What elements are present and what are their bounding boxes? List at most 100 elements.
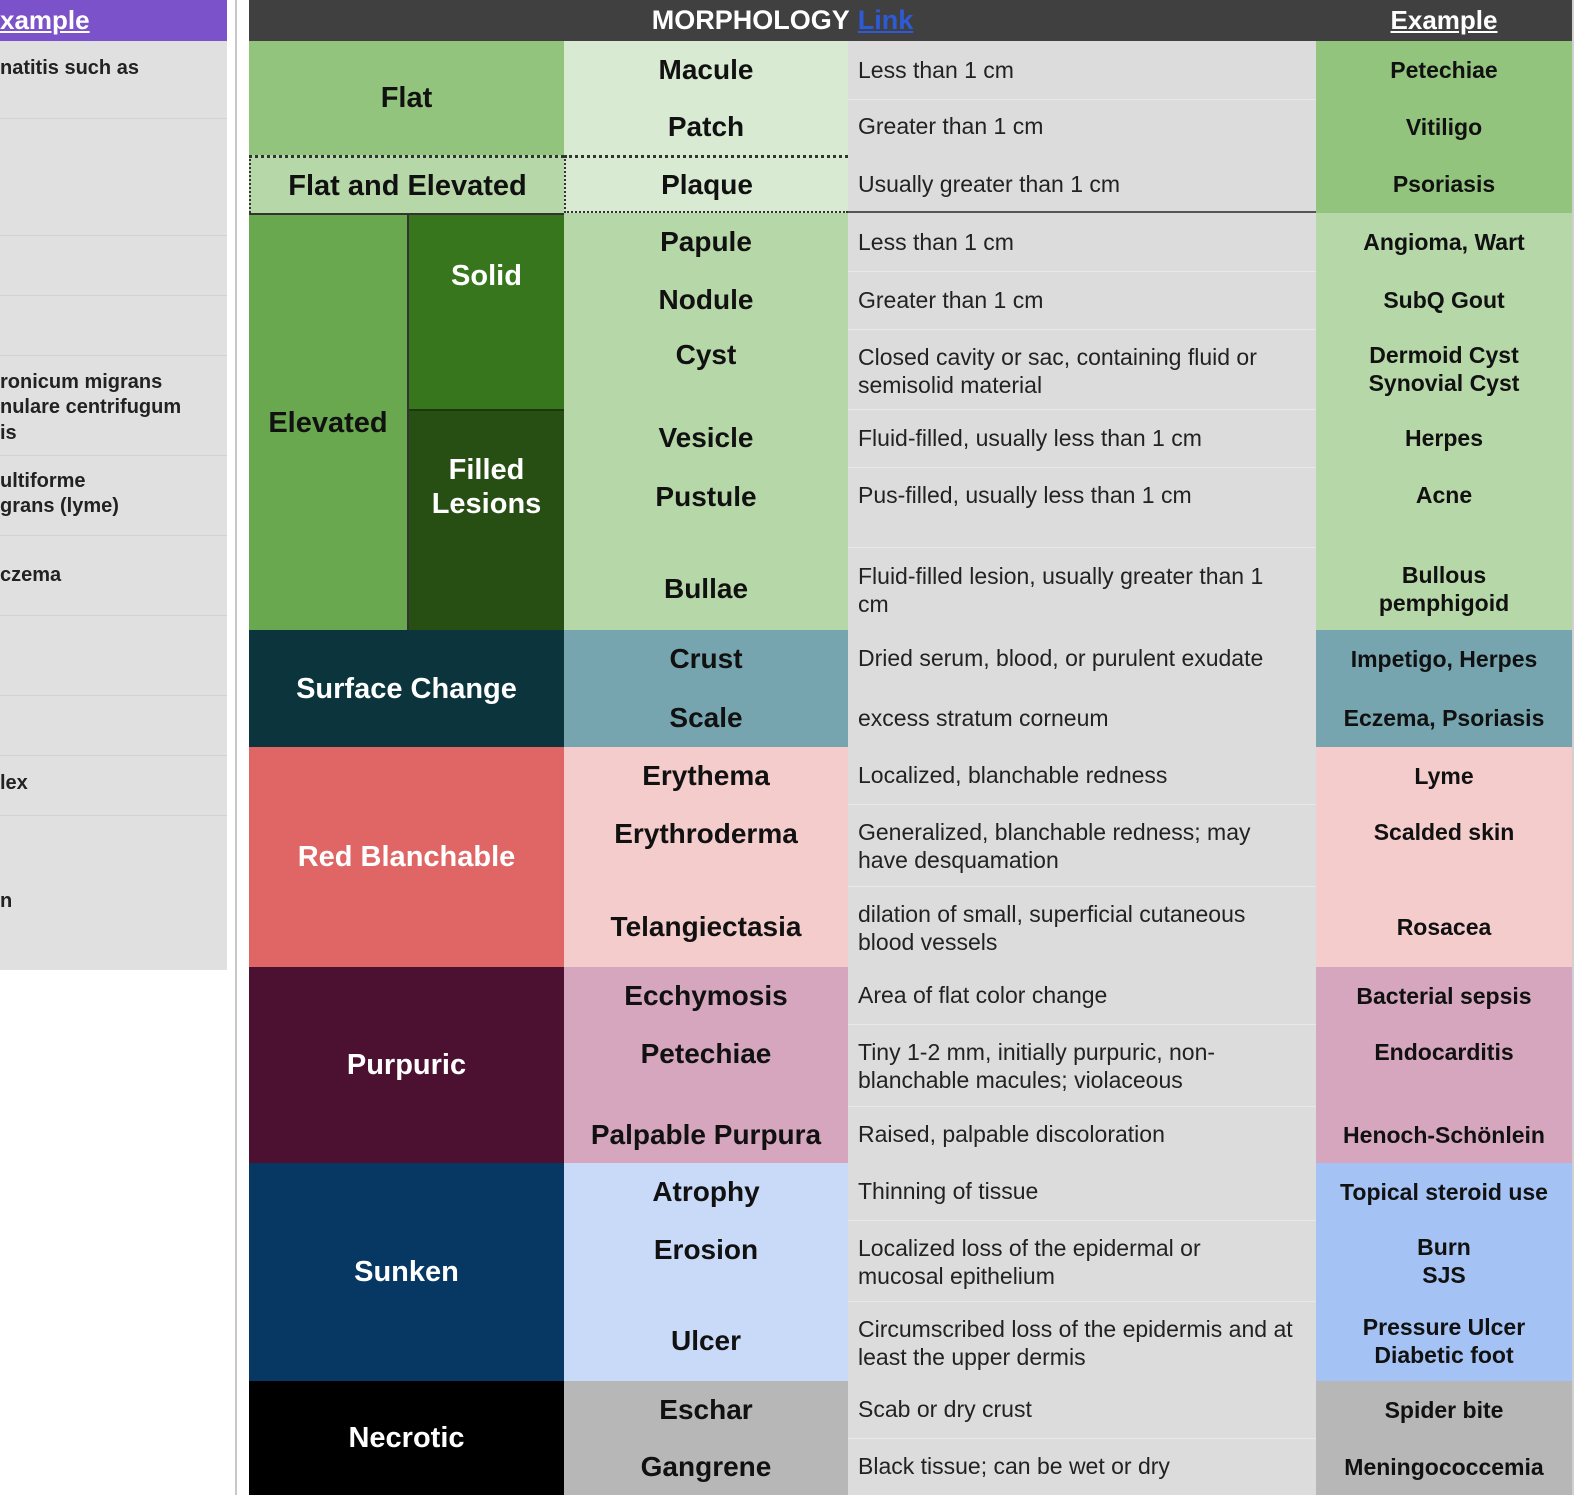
description-text: Greater than 1 cm: [858, 287, 1044, 313]
term-cell: Ecchymosis: [564, 967, 848, 1024]
description-text: Pus-filled, usually less than 1 cm: [858, 482, 1192, 508]
example-cell: Rosacea: [1316, 886, 1572, 967]
row-divider: [848, 99, 1316, 100]
row-divider: [848, 1301, 1316, 1302]
description-text: Thinning of tissue: [858, 1178, 1039, 1204]
description-text: Usually greater than 1 cm: [858, 171, 1121, 197]
example-text: Henoch-Schönlein: [1343, 1121, 1545, 1148]
term-cell: Erosion: [564, 1220, 848, 1301]
description-cell: Raised, palpable discoloration: [848, 1106, 1316, 1163]
description-text: Fluid-filled, usually less than 1 cm: [858, 425, 1202, 451]
term-label: Scale: [669, 701, 743, 733]
description-text: Closed cavity or sac, containing fluid o…: [858, 344, 1257, 398]
term-label: Cyst: [675, 339, 737, 370]
term-label: Papule: [660, 226, 752, 257]
example-text: Vitiligo: [1405, 114, 1483, 140]
category-label: Flat: [380, 82, 433, 114]
example-cell: Impetigo, Herpes: [1316, 630, 1572, 688]
description-text: Tiny 1-2 mm, initially purpuric, non-bla…: [858, 1039, 1216, 1093]
example-text: Dermoid Cyst Synovial Cyst: [1368, 342, 1520, 396]
category-label: Flat and Elevated: [288, 169, 527, 202]
term-label: Eschar: [659, 1393, 753, 1425]
term-label: Petechiae: [640, 1038, 772, 1069]
row-divider: [848, 886, 1316, 887]
term-cell: Gangrene: [564, 1438, 848, 1495]
description-cell: Closed cavity or sac, containing fluid o…: [848, 329, 1316, 409]
term-cell: Papule: [564, 213, 848, 271]
term-cell: Eschar: [564, 1381, 848, 1438]
row-divider: [0, 755, 227, 756]
term-cell: Telangiectasia: [564, 886, 848, 967]
term-label: Erythroderma: [614, 818, 798, 849]
example-cell: Petechiae: [1316, 41, 1572, 99]
row-divider: [0, 535, 227, 536]
example-cell: Pressure Ulcer Diabetic foot: [1316, 1301, 1572, 1381]
description-cell: Generalized, blanchable redness; may hav…: [848, 804, 1316, 886]
row-divider: [0, 615, 227, 616]
category-flat: Flat: [249, 41, 564, 155]
description-cell: Thinning of tissue: [848, 1163, 1316, 1220]
row-divider: [0, 118, 227, 119]
example-cell: Meningococcemia: [1316, 1438, 1572, 1495]
description-cell: Fluid-filled, usually less than 1 cm: [848, 409, 1316, 467]
term-label: Vesicle: [658, 422, 754, 453]
description-cell: Circumscribed loss of the epidermis and …: [848, 1301, 1316, 1381]
description-cell: Usually greater than 1 cm: [848, 155, 1316, 213]
category-label: Red Blanchable: [297, 841, 516, 873]
example-text: Endocarditis: [1374, 1039, 1514, 1065]
row-divider: [848, 467, 1316, 468]
category-label: Necrotic: [348, 1422, 465, 1454]
row-divider: [0, 815, 227, 816]
description-text: Less than 1 cm: [858, 229, 1014, 255]
term-cell: Plaque: [564, 155, 848, 213]
example-cell: Dermoid Cyst Synovial Cyst: [1316, 329, 1572, 409]
category-label: Solid: [451, 260, 522, 292]
left-cell-text: n: [0, 890, 13, 912]
category-surface-change: Surface Change: [249, 630, 564, 747]
description-cell: Less than 1 cm: [848, 41, 1316, 99]
example-cell: Acne: [1316, 467, 1572, 547]
left-cell-text: ronicum migrans: [0, 371, 163, 393]
term-label: Atrophy: [652, 1175, 760, 1207]
term-label: Ecchymosis: [624, 979, 788, 1011]
description-cell: Scab or dry crust: [848, 1381, 1316, 1438]
category-necrotic: Necrotic: [249, 1381, 564, 1495]
term-label: Ulcer: [670, 1325, 742, 1356]
example-text: Scalded skin: [1373, 819, 1515, 845]
example-header[interactable]: Example: [1316, 0, 1572, 41]
left-cell-text: nulare centrifugum: [0, 396, 182, 418]
term-label: Crust: [669, 643, 743, 674]
category-red-blanchable: Red Blanchable: [249, 747, 564, 967]
description-text: dilation of small, superficial cutaneous…: [858, 901, 1246, 955]
left-column-header[interactable]: xample: [0, 0, 227, 41]
description-text: Dried serum, blood, or purulent exudate: [858, 645, 1264, 671]
morphology-header: MORPHOLOGY Link: [249, 0, 1316, 41]
term-cell: Nodule: [564, 271, 848, 329]
row-divider: [848, 1024, 1316, 1025]
example-text: Petechiae: [1390, 57, 1498, 83]
example-cell: Psoriasis: [1316, 155, 1572, 213]
left-cell-text: ultiforme: [0, 470, 86, 492]
left-cell-text: natitis such as: [0, 57, 139, 79]
term-cell: Bullae: [564, 547, 848, 630]
example-cell: SubQ Gout: [1316, 271, 1572, 329]
row-divider: [0, 455, 227, 456]
example-cell: Henoch-Schönlein: [1316, 1106, 1572, 1163]
term-cell: Palpable Purpura: [564, 1106, 848, 1163]
example-cell: Topical steroid use: [1316, 1163, 1572, 1220]
description-cell: Fluid-filled lesion, usually greater tha…: [848, 547, 1316, 630]
example-text: Burn SJS: [1417, 1233, 1471, 1288]
example-cell: Spider bite: [1316, 1381, 1572, 1438]
example-text: Acne: [1415, 482, 1473, 508]
description-text: Black tissue; can be wet or dry: [858, 1453, 1170, 1479]
term-label: Nodule: [658, 284, 754, 315]
category-label: Purpuric: [346, 1049, 467, 1081]
term-cell: Macule: [564, 41, 848, 99]
term-cell: Petechiae: [564, 1024, 848, 1106]
description-text: Fluid-filled lesion, usually greater tha…: [858, 563, 1264, 617]
description-text: Localized, blanchable redness: [858, 762, 1168, 788]
morphology-link[interactable]: Link: [857, 5, 914, 35]
term-cell: Scale: [564, 688, 848, 747]
row-divider: [0, 235, 227, 236]
example-text: Impetigo, Herpes: [1350, 646, 1538, 672]
